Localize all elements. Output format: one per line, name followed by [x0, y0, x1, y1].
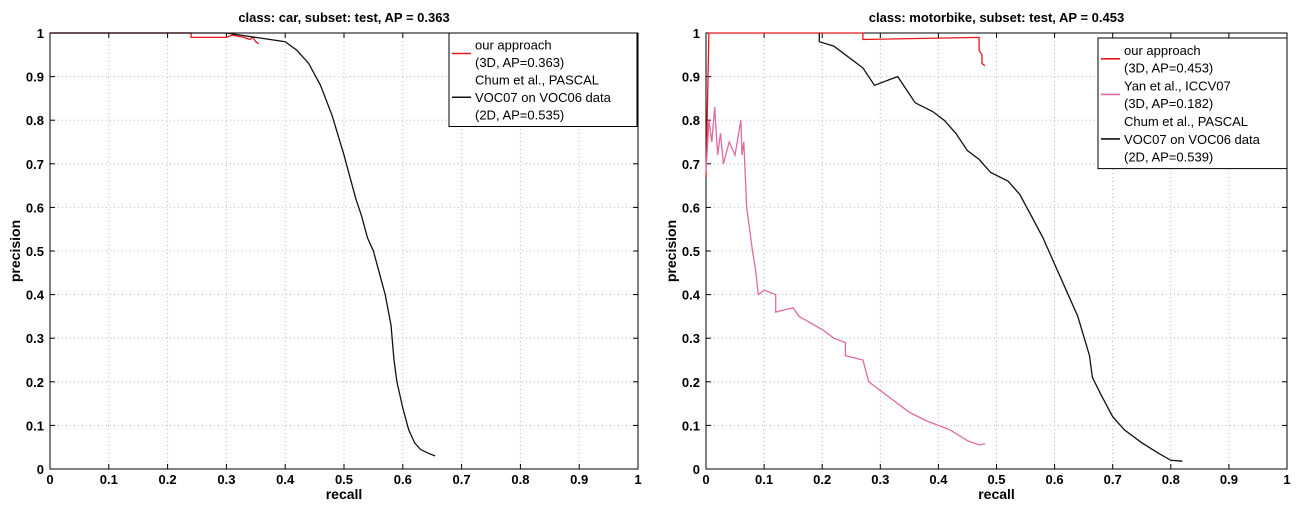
y-tick-label: 0.6 — [682, 200, 700, 215]
y-tick-label: 0.1 — [26, 418, 44, 433]
y-tick-label: 0.5 — [682, 244, 700, 259]
legend-box — [1097, 37, 1288, 170]
x-tick-label: 0.7 — [453, 472, 471, 487]
x-tick-label: 0.9 — [570, 472, 588, 487]
legend-label: our approach — [475, 38, 552, 53]
legend-box — [448, 32, 638, 127]
legend-label: (2D, AP=0.539) — [1124, 150, 1213, 165]
x-tick-label: 1 — [634, 472, 641, 487]
x-tick-label: 0.9 — [1220, 472, 1238, 487]
y-tick-label: 0.3 — [26, 331, 44, 346]
x-tick-label: 0.6 — [1046, 472, 1064, 487]
y-tick-label: 0.3 — [682, 331, 700, 346]
y-tick-label: 0.9 — [26, 70, 44, 85]
y-tick-label: 1 — [693, 26, 700, 41]
x-tick-label: 0.4 — [276, 472, 295, 487]
legend-label: Yan et al., ICCV07 — [1124, 78, 1231, 93]
legend-label: Chum et al., PASCAL — [475, 73, 599, 88]
chart-motorbike: 0 0.1 0.2 0.3 0.4 0.5 0.6 0.7 0.8 0.9 1 0 0.1 0.2 0.3 0… — [663, 10, 1291, 502]
x-tick-label: 0.6 — [394, 472, 412, 487]
x-tick-label: 0.2 — [813, 472, 831, 487]
series-line-3 — [818, 33, 1183, 462]
legend-label: (2D, AP=0.535) — [475, 108, 564, 123]
legend-label: VOC07 on VOC06 data — [1124, 132, 1261, 147]
x-tick-label: 0 — [46, 472, 53, 487]
x-tick-label: 0.2 — [159, 472, 177, 487]
y-tick-label: 0.5 — [26, 244, 44, 259]
legend-label: Chum et al., PASCAL — [1124, 114, 1248, 129]
series-line-2 — [705, 107, 986, 446]
x-axis-label: recall — [326, 486, 363, 502]
x-tick-label: 0.1 — [100, 472, 118, 487]
y-tick-label: 0 — [693, 462, 700, 477]
chart-title: class: motorbike, subset: test, AP = 0.4… — [869, 10, 1124, 25]
legend-label: VOC07 on VOC06 data — [475, 90, 612, 105]
y-tick-label: 0.7 — [682, 157, 700, 172]
x-tick-label: 0.1 — [755, 472, 773, 487]
y-tick-label: 0.1 — [682, 418, 700, 433]
legend: our approach (3D, AP=0.453) Yan et al., IC… — [1097, 37, 1288, 170]
y-tick-label: 0.2 — [26, 375, 44, 390]
y-axis-label: precision — [663, 220, 679, 282]
y-tick-label: 1 — [37, 26, 44, 41]
x-axis-label: recall — [978, 486, 1015, 502]
y-tick-label: 0.8 — [682, 113, 700, 128]
x-tick-label: 0 — [702, 472, 709, 487]
y-axis-label: precision — [7, 220, 23, 282]
x-tick-label: 1 — [1283, 472, 1290, 487]
series-line-1 — [50, 32, 260, 45]
x-tick-label: 0.8 — [511, 472, 529, 487]
y-tick-label: 0.4 — [682, 288, 701, 303]
y-tick-label: 0.8 — [26, 113, 44, 128]
x-tick-label: 0.5 — [335, 472, 353, 487]
y-tick-label: 0.4 — [26, 288, 45, 303]
y-tick-label: 0.6 — [26, 200, 44, 215]
y-tick-label: 0 — [37, 462, 44, 477]
x-tick-label: 0.5 — [987, 472, 1005, 487]
x-tick-label: 0.3 — [871, 472, 889, 487]
chart-title: class: car, subset: test, AP = 0.363 — [238, 10, 449, 25]
chart-car: 0 0.1 0.2 0.3 0.4 0.5 0.6 0.7 0.8 0.9 1 0 0.1 0.2 0.3 0… — [7, 10, 642, 502]
legend-label: (3D, AP=0.453) — [1124, 61, 1213, 76]
series-line-1 — [705, 32, 986, 177]
legend-label: (3D, AP=0.182) — [1124, 96, 1213, 111]
legend: our approach (3D, AP=0.363) Chum et al., P… — [448, 32, 638, 127]
y-tick-label: 0.7 — [26, 157, 44, 172]
x-tick-label: 0.4 — [929, 472, 948, 487]
x-tick-label: 0.7 — [1104, 472, 1122, 487]
y-tick-label: 0.9 — [682, 70, 700, 85]
legend-label: (3D, AP=0.363) — [475, 55, 564, 70]
x-tick-label: 0.8 — [1162, 472, 1180, 487]
y-tick-label: 0.2 — [682, 375, 700, 390]
series-line-2 — [50, 32, 436, 457]
legend-label: our approach — [1124, 43, 1201, 58]
x-tick-label: 0.3 — [217, 472, 235, 487]
